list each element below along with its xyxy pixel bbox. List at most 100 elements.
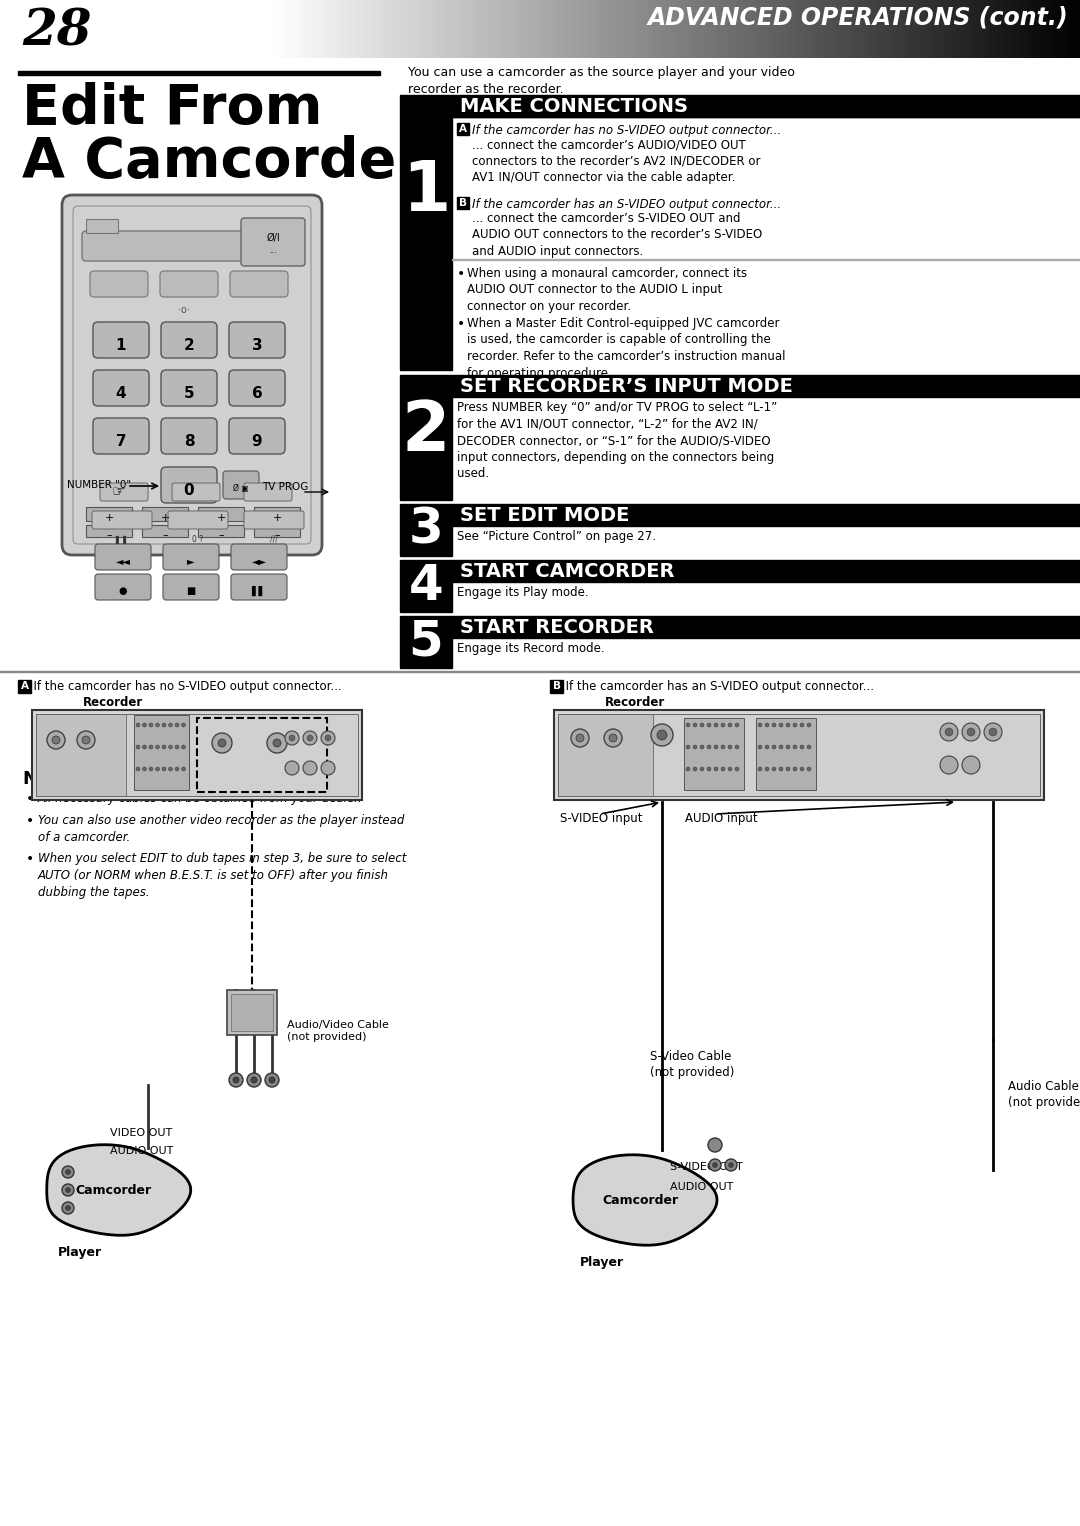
Bar — [630, 0, 633, 58]
Circle shape — [212, 732, 232, 752]
Circle shape — [714, 768, 718, 771]
Bar — [543, 0, 546, 58]
Bar — [613, 0, 617, 58]
Circle shape — [721, 768, 725, 771]
Bar — [434, 0, 436, 58]
Bar — [815, 0, 819, 58]
Bar — [5, 0, 9, 58]
Bar — [300, 0, 303, 58]
Bar — [745, 0, 748, 58]
Bar — [716, 0, 719, 58]
Bar — [769, 0, 771, 58]
FancyBboxPatch shape — [82, 230, 249, 261]
Bar — [441, 0, 444, 58]
Bar — [376, 0, 379, 58]
Bar — [667, 0, 671, 58]
Bar — [256, 0, 258, 58]
Text: If the camcorder has no S-VIDEO output connector...: If the camcorder has no S-VIDEO output c… — [472, 124, 781, 137]
Bar — [612, 0, 615, 58]
Bar — [1023, 0, 1025, 58]
Bar — [348, 0, 350, 58]
Bar — [225, 0, 228, 58]
Bar — [724, 0, 727, 58]
Bar — [554, 710, 1044, 800]
Bar — [621, 0, 624, 58]
Circle shape — [285, 731, 299, 745]
Bar — [108, 0, 111, 58]
Bar — [30, 0, 33, 58]
Text: Player: Player — [580, 1256, 624, 1270]
Bar — [742, 0, 744, 58]
Bar — [227, 990, 276, 1035]
Circle shape — [162, 723, 166, 726]
Bar — [774, 0, 777, 58]
Bar — [532, 0, 536, 58]
Bar — [1026, 0, 1029, 58]
Bar — [684, 719, 744, 790]
Bar — [313, 0, 316, 58]
Bar — [272, 0, 274, 58]
Text: •: • — [26, 792, 35, 806]
Bar — [315, 0, 318, 58]
Bar — [3, 0, 6, 58]
Bar — [635, 0, 638, 58]
Bar — [558, 0, 561, 58]
Bar — [986, 0, 989, 58]
Bar — [56, 0, 58, 58]
Bar — [157, 0, 160, 58]
Bar — [754, 0, 757, 58]
Bar — [84, 0, 87, 58]
Bar — [489, 0, 492, 58]
Bar — [985, 0, 987, 58]
Circle shape — [303, 731, 318, 745]
Bar — [211, 0, 214, 58]
Bar — [504, 0, 507, 58]
Bar — [445, 0, 447, 58]
Bar — [337, 0, 339, 58]
Text: •: • — [26, 813, 35, 829]
Bar — [43, 0, 46, 58]
Text: All necessary cables can be obtained from your dealer.: All necessary cables can be obtained fro… — [38, 792, 363, 806]
Bar — [230, 0, 233, 58]
Circle shape — [772, 745, 777, 749]
Bar — [675, 0, 678, 58]
Bar — [265, 0, 268, 58]
Bar — [637, 0, 640, 58]
Bar — [329, 0, 333, 58]
Bar — [351, 0, 354, 58]
Bar — [477, 0, 480, 58]
Circle shape — [136, 768, 140, 771]
Bar — [997, 0, 1000, 58]
Bar — [132, 0, 134, 58]
Bar — [634, 0, 636, 58]
Bar — [484, 0, 487, 58]
Bar — [1039, 0, 1041, 58]
Bar — [180, 0, 183, 58]
Bar — [486, 0, 489, 58]
FancyBboxPatch shape — [160, 272, 218, 298]
Bar — [872, 0, 874, 58]
Bar — [1018, 0, 1022, 58]
Circle shape — [700, 723, 704, 726]
Bar — [389, 0, 392, 58]
FancyBboxPatch shape — [93, 322, 149, 359]
Polygon shape — [46, 1144, 191, 1236]
Bar — [943, 0, 946, 58]
Bar — [570, 0, 573, 58]
Bar — [405, 0, 408, 58]
Bar — [456, 0, 458, 58]
Circle shape — [728, 768, 732, 771]
Bar — [945, 0, 948, 58]
Bar — [972, 0, 975, 58]
Bar — [22, 0, 25, 58]
Bar — [308, 0, 311, 58]
Circle shape — [807, 745, 811, 749]
Bar — [453, 617, 1080, 638]
Bar — [430, 0, 433, 58]
Circle shape — [793, 745, 797, 749]
Bar — [846, 0, 849, 58]
Circle shape — [181, 723, 186, 726]
FancyBboxPatch shape — [163, 574, 219, 600]
Text: A: A — [21, 681, 28, 691]
Bar — [540, 0, 543, 58]
